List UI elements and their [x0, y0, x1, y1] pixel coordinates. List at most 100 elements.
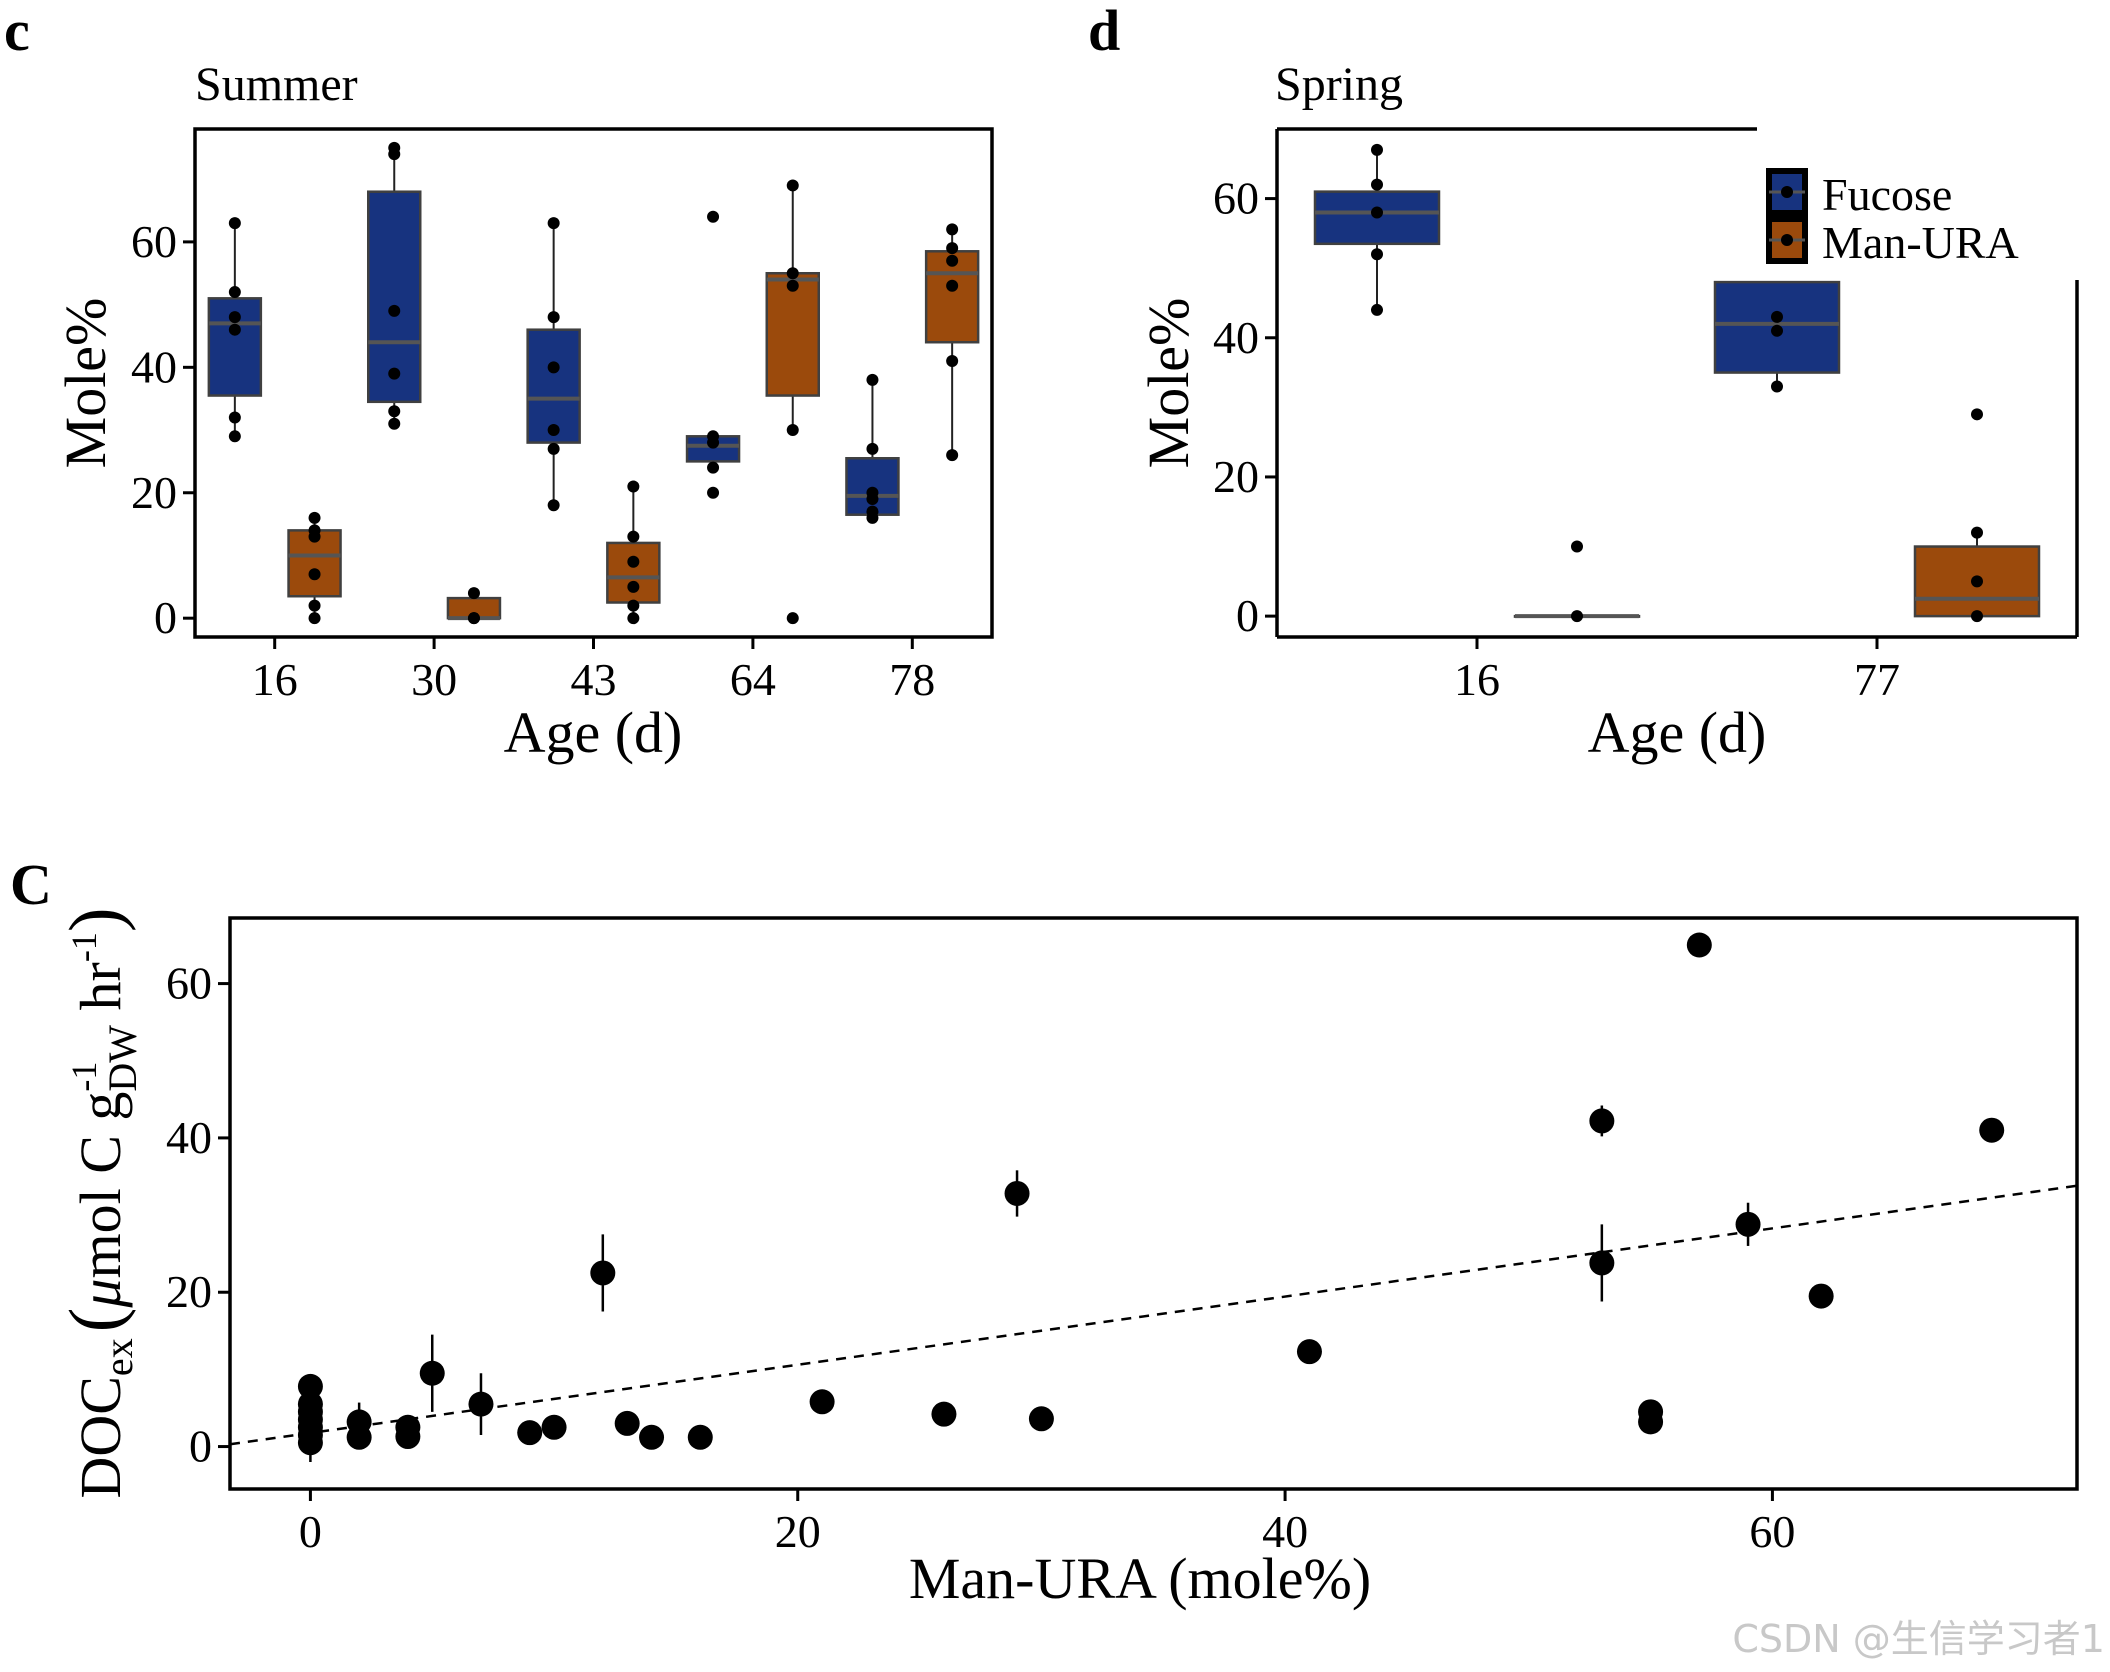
data-point — [786, 612, 799, 625]
scatter-point — [809, 1389, 835, 1415]
data-point — [467, 612, 480, 625]
point-marker — [1638, 1409, 1664, 1435]
scatter-point — [297, 1391, 323, 1417]
scatter-point — [1686, 932, 1712, 958]
ylabel-doc-sub: ex — [96, 1338, 141, 1376]
x-tick-label: 16 — [252, 654, 298, 705]
point-marker — [687, 1424, 713, 1450]
scatter-point — [297, 1373, 323, 1399]
y-tick-label: 40 — [166, 1112, 212, 1163]
scatter-point — [395, 1414, 421, 1440]
y-tick-label: 0 — [154, 592, 177, 643]
scatter-point — [517, 1420, 543, 1446]
box-body — [845, 457, 900, 516]
scatter-point — [1808, 1283, 1834, 1309]
scatter-point — [1004, 1170, 1030, 1217]
data-point — [786, 267, 799, 280]
y-tick-label: 20 — [1213, 451, 1259, 502]
point-marker — [809, 1389, 835, 1415]
y-tick-label: 60 — [166, 958, 212, 1009]
box-fucose-77 — [1713, 280, 1841, 393]
data-point — [707, 210, 720, 223]
y-tick-label: 40 — [131, 341, 177, 392]
data-point — [1371, 178, 1383, 191]
data-point — [946, 223, 959, 236]
ylabel-sup-1: -1 — [64, 1062, 104, 1092]
point-marker — [541, 1414, 567, 1440]
data-point — [308, 530, 321, 543]
panel-d-x-axis: 16 77 — [1454, 637, 1900, 705]
x-tick-label: 78 — [889, 654, 935, 705]
ylabel-sup-2: -1 — [64, 932, 104, 962]
y-tick-label: 0 — [1236, 590, 1259, 641]
data-point — [866, 511, 879, 524]
y-tick-label: 60 — [1213, 173, 1259, 224]
data-point — [228, 430, 241, 443]
ylabel-hr: hr — [68, 962, 133, 1025]
data-point — [946, 355, 959, 368]
point-marker — [468, 1391, 494, 1417]
panel-letter-C: C — [10, 852, 52, 917]
panel-letter-c: c — [4, 0, 30, 63]
data-point — [308, 511, 321, 524]
point-marker — [517, 1420, 543, 1446]
point-marker — [346, 1409, 372, 1435]
data-point — [228, 311, 241, 324]
panel-d-title: Spring — [1275, 58, 1403, 111]
x-tick-label: 20 — [775, 1506, 821, 1557]
point-marker — [590, 1260, 616, 1286]
scatter-point — [419, 1334, 445, 1412]
scatter-point — [346, 1402, 372, 1442]
data-point — [547, 217, 560, 230]
box-body — [606, 541, 661, 604]
data-point — [1971, 610, 1983, 623]
data-point — [1371, 206, 1383, 219]
data-point — [388, 367, 401, 380]
data-point — [467, 587, 480, 600]
data-point — [1571, 610, 1583, 623]
data-point — [1971, 575, 1983, 588]
ylabel-sub-dw: DW — [100, 1025, 145, 1092]
scatter-point — [1589, 1224, 1615, 1302]
panel-C-y-axis: 0 20 40 60 — [166, 958, 230, 1472]
data-point — [946, 242, 959, 255]
box-man-ura-16 — [1513, 540, 1641, 623]
box-fucose-16 — [207, 217, 263, 443]
panel-d-y-axis: 0 20 40 60 — [1213, 173, 1277, 641]
data-point — [388, 417, 401, 430]
watermark: CSDN @生信学习者1 — [1732, 1617, 2105, 1661]
point-marker — [1979, 1117, 2005, 1143]
ylabel-doc: DOC — [68, 1376, 133, 1498]
data-point — [866, 442, 879, 455]
panel-c-x-axis: 16 30 43 64 78 — [252, 637, 935, 705]
y-tick-label: 20 — [166, 1266, 212, 1317]
data-point — [228, 411, 241, 424]
point-marker — [1589, 1108, 1615, 1134]
data-point — [1371, 143, 1383, 156]
data-point — [627, 612, 640, 625]
data-point — [388, 405, 401, 418]
scatter-point — [687, 1424, 713, 1450]
data-point — [547, 311, 560, 324]
point-marker — [614, 1410, 640, 1436]
scatter-point — [931, 1401, 957, 1427]
panel-C-points — [297, 932, 2005, 1462]
data-point — [228, 217, 241, 230]
legend-label-man-ura: Man-URA — [1822, 217, 2019, 268]
legend-label-fucose: Fucose — [1822, 169, 1952, 220]
data-point — [627, 555, 640, 568]
data-point — [786, 279, 799, 292]
trend-line — [229, 1184, 2078, 1446]
data-point — [627, 580, 640, 593]
data-point — [786, 179, 799, 192]
box-man-ura-64 — [765, 179, 820, 625]
x-tick-label: 40 — [1262, 1506, 1308, 1557]
ylabel-mu: μ — [68, 1279, 133, 1309]
data-point — [308, 568, 321, 581]
data-point — [388, 148, 401, 161]
panel-C-y-axis-title: DOCex(μmol C g-1DW hr-1) — [55, 907, 145, 1498]
scatter-point — [541, 1414, 567, 1440]
data-point — [707, 461, 720, 474]
point-marker — [419, 1360, 445, 1386]
